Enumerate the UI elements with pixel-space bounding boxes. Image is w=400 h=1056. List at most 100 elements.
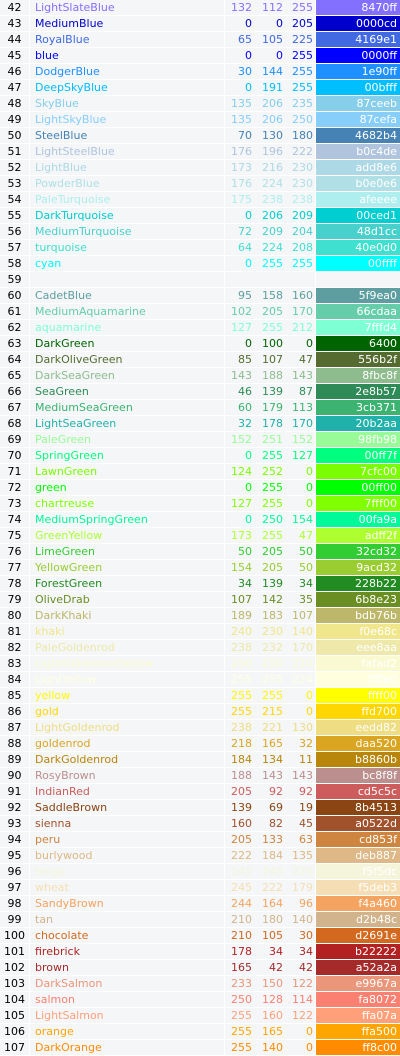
column-divider <box>29 432 30 447</box>
channel-b: 225 <box>292 33 313 46</box>
color-name: turquoise <box>35 241 87 254</box>
table-row: 91 IndianRed 205 92 92 cd5c5c <box>0 784 400 800</box>
row-background <box>0 400 315 415</box>
color-swatch: b0e0e6 <box>316 176 400 191</box>
table-row: 72 green 0 255 0 00ff00 <box>0 480 400 496</box>
color-name: MediumSpringGreen <box>35 513 148 526</box>
row-number: 92 <box>7 801 22 814</box>
row-number: 51 <box>7 145 22 158</box>
hex-code: 8b4513 <box>355 801 397 814</box>
hex-code: d2b48c <box>355 913 397 926</box>
channel-b: 0 <box>306 465 313 478</box>
column-divider <box>224 144 225 159</box>
color-name: orange <box>35 1025 74 1038</box>
row-number: 85 <box>7 689 22 702</box>
column-divider <box>224 336 225 351</box>
color-swatch: 8b4513 <box>316 800 400 815</box>
channel-r: 132 <box>231 1 252 14</box>
color-swatch: 7cfc00 <box>316 464 400 479</box>
hex-code: 3cb371 <box>355 401 397 414</box>
channel-g: 105 <box>262 33 283 46</box>
channel-b: 208 <box>292 241 313 254</box>
color-name: brown <box>35 961 69 974</box>
channel-r: 135 <box>231 97 252 110</box>
table-row: 84 LightYellow 255 255 224 ffffe0 <box>0 672 400 688</box>
channel-g: 158 <box>262 289 283 302</box>
hex-code: a52a2a <box>355 961 397 974</box>
channel-r: 127 <box>231 497 252 510</box>
hex-code: fa8072 <box>358 993 397 1006</box>
row-number: 62 <box>7 321 22 334</box>
channel-r: 238 <box>231 641 252 654</box>
hex-code: f5deb3 <box>358 881 397 894</box>
channel-g: 224 <box>262 241 283 254</box>
channel-b: 222 <box>292 145 313 158</box>
table-row: 73 chartreuse 127 255 0 7fff00 <box>0 496 400 512</box>
column-divider <box>29 1008 30 1023</box>
channel-r: 72 <box>238 225 252 238</box>
table-row: 48 SkyBlue 135 206 235 87ceeb <box>0 96 400 112</box>
hex-code: eedd82 <box>355 721 398 734</box>
column-divider <box>29 96 30 111</box>
color-swatch: f5deb3 <box>316 880 400 895</box>
row-background <box>0 528 315 543</box>
table-row: 98 SandyBrown 244 164 96 f4a460 <box>0 896 400 912</box>
channel-r: 107 <box>231 593 252 606</box>
channel-g: 128 <box>262 993 283 1006</box>
hex-code: b8860b <box>355 753 397 766</box>
hex-code: 00fa9a <box>358 513 397 526</box>
table-row: 66 SeaGreen 46 139 87 2e8b57 <box>0 384 400 400</box>
table-row: 82 PaleGoldenrod 238 232 170 eee8aa <box>0 640 400 656</box>
row-number: 68 <box>7 417 22 430</box>
hex-code: 0000cd <box>355 17 397 30</box>
channel-r: 30 <box>238 65 252 78</box>
column-divider <box>29 416 30 431</box>
column-divider <box>224 576 225 591</box>
hex-code: 9acd32 <box>356 561 397 574</box>
channel-g: 255 <box>262 481 283 494</box>
column-divider <box>224 480 225 495</box>
column-divider <box>29 336 30 351</box>
channel-r: 210 <box>231 929 252 942</box>
color-swatch: 32cd32 <box>316 544 400 559</box>
channel-b: 0 <box>306 1025 313 1038</box>
column-divider <box>29 1024 30 1039</box>
color-swatch: ffa07a <box>316 1008 400 1023</box>
color-swatch: fafad2 <box>316 656 400 671</box>
channel-g: 205 <box>262 545 283 558</box>
column-divider <box>224 192 225 207</box>
column-divider <box>29 592 30 607</box>
column-divider <box>29 768 30 783</box>
channel-g: 165 <box>262 1025 283 1038</box>
column-divider <box>224 928 225 943</box>
column-divider <box>224 96 225 111</box>
row-number: 60 <box>7 289 22 302</box>
column-divider <box>29 624 30 639</box>
channel-b: 45 <box>299 817 313 830</box>
column-divider <box>29 32 30 47</box>
column-divider <box>224 1008 225 1023</box>
column-divider <box>29 224 30 239</box>
table-row: 62 aquamarine 127 255 212 7fffd4 <box>0 320 400 336</box>
row-background <box>0 16 315 31</box>
channel-b: 143 <box>292 769 313 782</box>
hex-code: 87cefa <box>359 113 397 126</box>
row-background <box>0 384 315 399</box>
column-divider <box>224 848 225 863</box>
color-swatch: 1e90ff <box>316 64 400 79</box>
color-name: LightGoldenrod <box>35 721 120 734</box>
hex-code: 1e90ff <box>361 65 397 78</box>
color-swatch: daa520 <box>316 736 400 751</box>
channel-r: 205 <box>231 785 252 798</box>
row-background <box>0 912 315 927</box>
row-number: 100 <box>4 929 25 942</box>
row-background <box>0 208 315 223</box>
color-name: peru <box>35 833 61 846</box>
channel-g: 82 <box>269 817 283 830</box>
channel-g: 69 <box>269 801 283 814</box>
channel-g: 107 <box>262 353 283 366</box>
channel-g: 251 <box>262 433 283 446</box>
color-name: SteelBlue <box>35 129 88 142</box>
channel-r: 0 <box>245 17 252 30</box>
row-number: 77 <box>7 561 22 574</box>
